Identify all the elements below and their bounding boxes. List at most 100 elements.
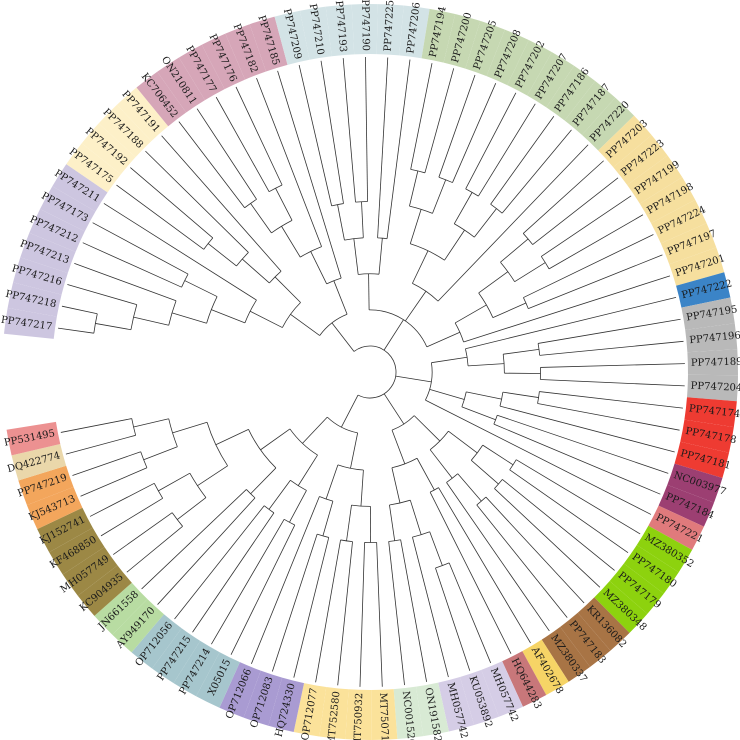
clade-band xyxy=(268,677,305,732)
branch xyxy=(537,403,680,431)
clade-band xyxy=(648,505,704,550)
branch xyxy=(61,305,98,315)
branch xyxy=(448,430,478,454)
clade-band xyxy=(371,689,398,740)
clade-band xyxy=(131,614,182,669)
branch xyxy=(514,262,546,283)
branch xyxy=(133,316,169,326)
branch xyxy=(277,70,342,279)
branch xyxy=(409,209,422,244)
branch xyxy=(438,487,531,644)
clade-band xyxy=(274,10,310,65)
branch xyxy=(274,276,301,303)
clade-band xyxy=(681,297,735,330)
branch xyxy=(89,482,155,517)
branch-arc xyxy=(300,246,322,258)
branch xyxy=(409,500,422,535)
clade-band xyxy=(62,546,118,596)
branch xyxy=(281,226,301,258)
clade-band xyxy=(481,661,523,717)
clade-band xyxy=(196,652,240,708)
branch-arc xyxy=(412,531,430,538)
clade-band xyxy=(219,662,261,718)
branch xyxy=(478,103,536,197)
branch xyxy=(74,262,177,302)
branch xyxy=(260,428,291,451)
branch xyxy=(82,242,182,288)
clade-band xyxy=(94,582,148,635)
branch xyxy=(350,432,359,469)
branch xyxy=(388,541,405,686)
branch xyxy=(72,451,141,476)
branch xyxy=(290,313,320,336)
branch xyxy=(429,449,453,479)
clade-band xyxy=(399,5,430,59)
clade-band xyxy=(627,155,683,204)
branch xyxy=(502,479,615,571)
branch-arc xyxy=(282,302,301,328)
tree-branches xyxy=(58,57,685,687)
branch xyxy=(141,489,247,590)
branch-arc xyxy=(353,345,397,399)
branch xyxy=(207,243,237,267)
branch xyxy=(337,541,353,686)
branch xyxy=(478,271,509,294)
branch-arc xyxy=(410,169,426,174)
branch xyxy=(482,444,514,466)
branch xyxy=(465,92,517,190)
branch xyxy=(499,405,675,453)
branch xyxy=(540,379,685,387)
clade-band xyxy=(564,80,616,135)
clade-band xyxy=(684,397,737,428)
branch xyxy=(211,519,285,645)
clade-band xyxy=(560,612,611,667)
leaf-label: PP747193 xyxy=(333,0,348,52)
clade-band xyxy=(116,87,169,142)
branch xyxy=(177,497,207,520)
leaf-label: MT752580 xyxy=(326,691,343,740)
leaf-label: PP747190 xyxy=(359,0,371,51)
branch xyxy=(476,504,568,618)
branch xyxy=(103,203,257,301)
branch xyxy=(235,86,283,186)
clade-band xyxy=(421,8,456,63)
branch xyxy=(429,388,465,400)
branch-arc xyxy=(523,297,529,309)
branch xyxy=(275,188,293,221)
branch-arc xyxy=(537,343,541,356)
clade-band xyxy=(325,4,355,57)
branch xyxy=(457,473,482,502)
branch xyxy=(346,505,352,541)
branch xyxy=(424,68,455,173)
clade-band xyxy=(416,682,449,737)
clade-band xyxy=(639,177,696,224)
branch xyxy=(412,537,449,678)
branch xyxy=(493,423,661,495)
branch xyxy=(293,537,330,678)
clade-band xyxy=(173,640,220,697)
branch xyxy=(251,496,320,664)
clade-band xyxy=(179,44,225,101)
clade-band xyxy=(680,419,734,453)
clade-band xyxy=(201,33,245,90)
clade-band xyxy=(687,349,738,376)
branch xyxy=(376,542,383,687)
branch xyxy=(452,83,497,183)
branch xyxy=(509,469,629,554)
branch xyxy=(289,490,307,523)
branch-arc xyxy=(493,415,498,425)
clade-band xyxy=(686,374,738,402)
clade-band xyxy=(598,115,652,168)
branch xyxy=(342,58,356,203)
leaf-label: NC001526 xyxy=(400,690,417,740)
clade-band xyxy=(623,545,679,594)
branch xyxy=(383,393,405,425)
branch xyxy=(426,331,461,348)
clade-band xyxy=(465,20,505,77)
branch xyxy=(391,467,401,504)
clade-band xyxy=(18,465,74,506)
leaf-label: MT750932 xyxy=(353,693,366,740)
clade-band xyxy=(594,580,648,633)
branch xyxy=(412,250,429,284)
